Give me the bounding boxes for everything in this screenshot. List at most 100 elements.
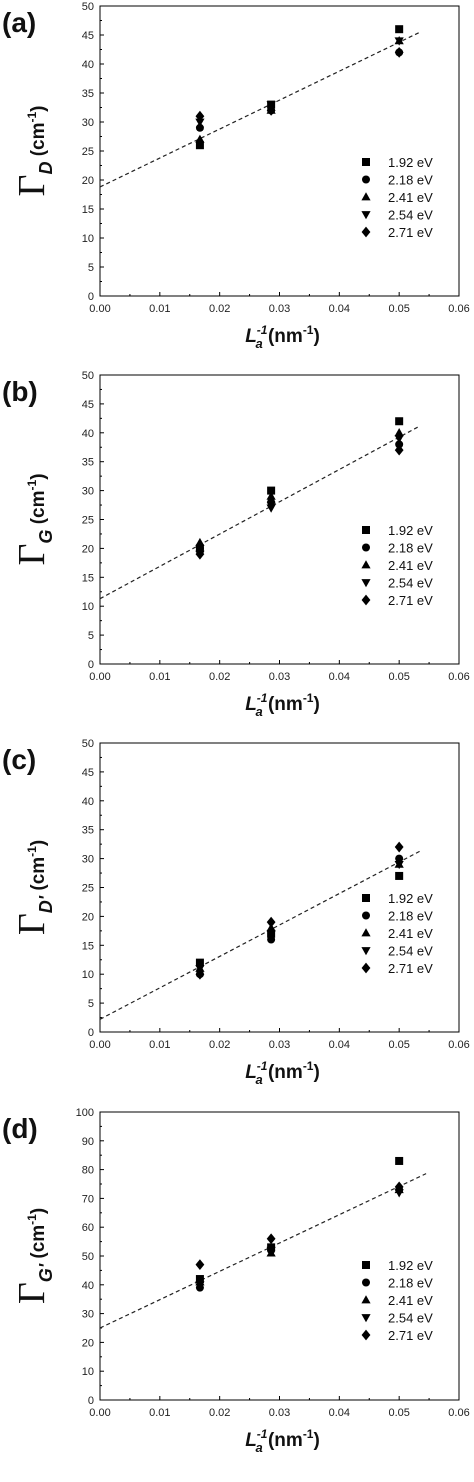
legend-marker [362,158,370,166]
data-point [266,491,276,500]
y-tick-label: 5 [88,630,94,642]
y-tick-label: 100 [76,1107,94,1119]
y-axis-label: ΓD (cm-1) [11,105,56,196]
data-point [394,1181,404,1193]
x-axis-label: L-1 a (nm-1) [245,323,320,351]
fit-line [99,31,421,188]
y-tick-label: 90 [82,1136,94,1148]
legend-label: 1.92 eV [388,891,433,906]
y-tick-label: 30 [82,854,94,866]
y-tick-label: 15 [82,572,94,584]
legend-label: 2.41 eV [388,190,433,205]
legend-label: 2.18 eV [388,909,433,924]
series-2-54-eV [195,860,404,974]
x-tick-label: 0.00 [89,671,110,683]
legend-marker [361,962,371,974]
y-tick-label: 45 [82,399,94,411]
legend-label: 2.54 eV [388,1311,433,1326]
panel-d: 0 10 20 30 40 50 60 70 80 90 100 0.00 0.01 0.02 0.03 0.… [2,1107,470,1455]
legend-label: 2.71 eV [388,961,433,976]
series-1-92-eV [195,1156,404,1284]
y-tick-label: 0 [88,1027,94,1039]
data-point [266,930,276,939]
data-point [394,444,404,456]
fit-line [99,425,421,600]
series-2-41-eV [195,859,404,972]
panel-label: (c) [2,744,36,775]
legend-label: 2.71 eV [388,593,433,608]
x-tick-label: 0.04 [329,671,350,683]
legend-label: 2.18 eV [388,541,433,556]
x-tick-label: 0.04 [329,1407,350,1419]
legend-label: 1.92 eV [388,1258,433,1273]
legend-marker [361,1329,371,1341]
x-tick-label: 0.06 [448,1039,469,1051]
y-axis-label: ΓG' (cm-1) [11,1208,56,1304]
data-point [195,134,205,143]
y-tick-label: 20 [82,1337,94,1349]
y-tick-label: 50 [82,370,94,382]
data-point [266,916,276,928]
y-tick-label: 45 [82,30,94,42]
plot-frame [99,5,460,297]
x-tick-label: 0.01 [149,303,170,315]
y-tick-label: 25 [82,146,94,158]
series-2-71-eV [195,841,404,980]
data-point [394,428,404,437]
y-tick-label: 35 [82,825,94,837]
y-tick-label: 30 [82,486,94,498]
legend: 1.92 eV 2.18 eV 2.41 eV 2.54 eV 2.71 eV [361,523,433,608]
data-point [394,435,404,444]
x-tick-label: 0.03 [269,303,290,315]
data-point [395,854,404,863]
y-tick-label: 25 [82,515,94,527]
x-tick-label: 0.02 [209,303,230,315]
legend-label: 2.41 eV [388,558,433,573]
y-tick-label: 20 [82,911,94,923]
legend-marker [361,226,371,238]
legend-label: 2.54 eV [388,576,433,591]
plot-frame [99,374,460,665]
x-tick-label: 0.05 [388,303,409,315]
x-tick-label: 0.00 [89,1039,110,1051]
data-point [394,841,404,853]
x-tick-label: 0.01 [149,1039,170,1051]
y-tick-label: 80 [82,1165,94,1177]
y-tick-label: 5 [88,262,94,274]
y-tick-label: 20 [82,175,94,187]
data-point [266,504,276,513]
data-point [266,1233,276,1245]
data-point [395,25,404,34]
series-2-18-eV [195,1185,404,1292]
y-tick-label: 10 [82,233,94,245]
y-tick-label: 45 [82,767,94,779]
x-tick-label: 0.03 [269,671,290,683]
y-tick-label: 50 [82,1,94,13]
legend-marker [361,579,371,588]
y-tick-label: 5 [88,998,94,1010]
series-2-54-eV [195,1189,404,1290]
data-point [195,110,205,122]
series-2-71-eV [195,47,404,122]
data-point [267,935,276,944]
legend: 1.92 eV 2.18 eV 2.41 eV 2.54 eV 2.71 eV [361,155,433,240]
y-tick-label: 35 [82,457,94,469]
y-tick-label: 60 [82,1222,94,1234]
legend-marker [362,526,370,534]
x-tick-label: 0.06 [448,1407,469,1419]
y-tick-label: 40 [82,428,94,440]
x-tick-label: 0.06 [448,303,469,315]
data-point [394,37,404,46]
y-tick-label: 20 [82,543,94,555]
legend-marker [361,928,371,937]
data-point [394,1189,404,1198]
y-tick-label: 25 [82,883,94,895]
legend-label: 2.18 eV [388,173,433,188]
data-point [395,417,404,426]
series-2-71-eV [195,1181,404,1271]
data-point [195,537,205,547]
legend-marker [362,175,370,184]
x-tick-label: 0.01 [149,1407,170,1419]
y-axis-label: ΓD' (cm-1) [11,840,56,935]
legend-marker [361,211,371,220]
